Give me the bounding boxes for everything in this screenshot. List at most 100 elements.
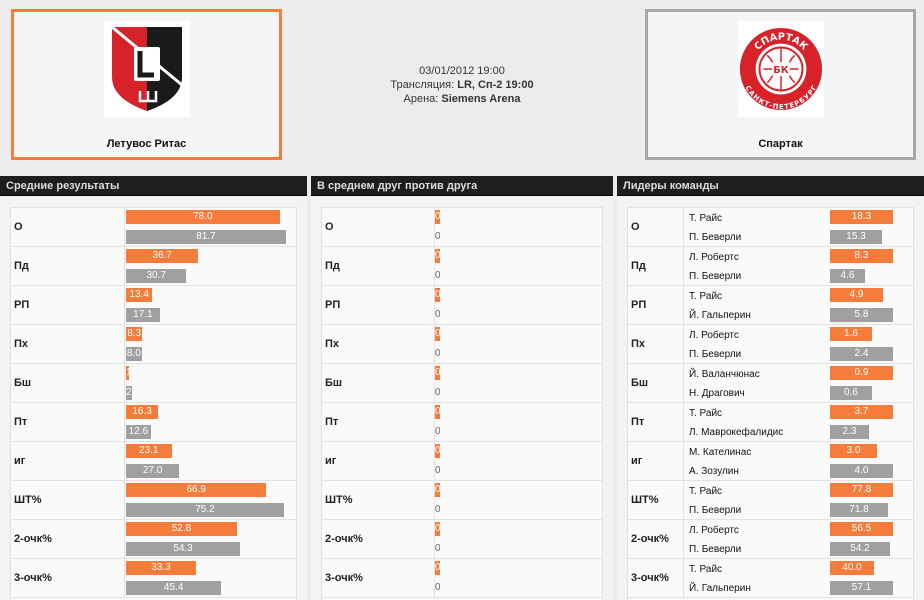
h2h-row: РП 0 0 (322, 286, 602, 325)
away-leader-bar: 5.8 (830, 308, 893, 322)
home-h2h-bar: 0 (435, 249, 440, 263)
away-stat-bar: 27.0 (126, 464, 180, 478)
leader-cells: Т. Райс Й. Гальперин 4.9 5.8 (683, 286, 913, 324)
leaders-panel-title: Лидеры команды (617, 176, 924, 196)
away-leader-bar: 54.2 (830, 542, 890, 556)
stat-label: 3-очк% (325, 572, 363, 584)
leader-cells: Й. Валанчюнас Н. Драгович 0.9 0.6 (683, 364, 913, 402)
leaders-panel: Лидеры команды О Т. Райс П. Беверли 18.3 15.… (617, 176, 924, 600)
away-h2h-bar: 0 (435, 387, 440, 398)
away-leader-name[interactable]: Й. Гальперин (689, 310, 751, 321)
home-stat-bar: 1.6 (126, 366, 130, 380)
home-stat-bar: 66.9 (126, 483, 267, 497)
home-leader-name[interactable]: Т. Райс (689, 408, 723, 419)
leader-cells: Т. Райс П. Беверли 18.3 15.3 (683, 208, 913, 246)
stat-label: ШТ% (14, 494, 42, 506)
away-leader-name[interactable]: Н. Драгович (689, 388, 745, 399)
away-leader-name[interactable]: Л. Маврокефалидис (689, 427, 784, 438)
home-h2h-bar: 0 (435, 405, 440, 419)
away-leader-name[interactable]: П. Беверли (689, 232, 742, 243)
home-leader-name[interactable]: Т. Райс (689, 291, 723, 302)
match-date: 03/01/2012 19:00 (419, 65, 505, 77)
leader-row: иг М. Кателинас А. Зозулин 3.0 4.0 (628, 442, 913, 481)
leader-cells: М. Кателинас А. Зозулин 3.0 4.0 (683, 442, 913, 480)
home-team-card[interactable]: Летувос Ритас (11, 9, 282, 160)
leader-cells: Т. Райс Л. Маврокефалидис 3.7 2.3 (683, 403, 913, 441)
h2h-row: Бш 0 0 (322, 364, 602, 403)
stat-bars: 36.7 30.7 (124, 247, 296, 285)
h2h-row: Пд 0 0 (322, 247, 602, 286)
broadcast-label: Трансляция: (390, 79, 455, 91)
home-leader-bar: 8.3 (830, 249, 893, 263)
away-stat-bar: 2.9 (126, 386, 132, 400)
stat-label: 3-очк% (14, 572, 52, 584)
away-leader-bar: 71.8 (830, 503, 888, 517)
away-leader-name[interactable]: А. Зозулин (689, 466, 739, 477)
stat-row: ШТ% 66.9 75.2 (11, 481, 296, 520)
h2h-panel: В среднем друг против друга О 0 0 Пд 0 0 РП 0 0 П… (311, 176, 613, 600)
stat-row: РП 13.4 17.1 (11, 286, 296, 325)
away-leader-name[interactable]: Й. Гальперин (689, 583, 751, 594)
away-stat-bar: 12.6 (126, 425, 151, 439)
home-leader-name[interactable]: Л. Робертс (689, 525, 739, 536)
home-stat-bar: 52.8 (126, 522, 237, 536)
stat-bars: 78.0 81.7 (124, 208, 296, 246)
leader-row: РП Т. Райс Й. Гальперин 4.9 5.8 (628, 286, 913, 325)
home-leader-name[interactable]: М. Кателинас (689, 447, 752, 458)
stat-row: О 78.0 81.7 (11, 208, 296, 247)
away-stat-bar: 30.7 (126, 269, 187, 283)
home-leader-name[interactable]: Т. Райс (689, 213, 723, 224)
stat-label: Пт (631, 416, 645, 428)
away-stat-bar: 8.0 (126, 347, 142, 361)
h2h-row: ШТ% 0 0 (322, 481, 602, 520)
away-stat-bar: 54.3 (126, 542, 241, 556)
stat-label: Пх (631, 338, 646, 350)
away-leader-bar: 2.4 (830, 347, 893, 361)
leader-row: О Т. Райс П. Беверли 18.3 15.3 (628, 208, 913, 247)
stat-label: Пд (631, 260, 646, 272)
away-leader-name[interactable]: П. Беверли (689, 271, 742, 282)
stat-label: Пд (325, 260, 340, 272)
home-team-name[interactable]: Летувос Ритас (106, 138, 187, 150)
home-h2h-bar: 0 (435, 327, 440, 341)
away-team-card[interactable]: СПАРТАК САНКТ-ПЕТЕРБУРГ БК Спартак (645, 9, 916, 160)
home-leader-name[interactable]: Л. Робертс (689, 330, 739, 341)
home-leader-name[interactable]: Л. Робертс (689, 252, 739, 263)
home-leader-name[interactable]: Й. Валанчюнас (689, 369, 760, 380)
arena-value: Siemens Arena (441, 93, 521, 105)
stat-label: О (14, 221, 23, 233)
stat-label: ШТ% (325, 494, 353, 506)
away-stat-bar: 17.1 (126, 308, 160, 322)
h2h-row: 2-очк% 0 0 (322, 520, 602, 559)
leader-cells: Т. Райс П. Беверли 77.8 71.8 (683, 481, 913, 519)
home-leader-bar: 4.9 (830, 288, 883, 302)
stat-row: Пд 36.7 30.7 (11, 247, 296, 286)
away-stat-bar: 81.7 (126, 230, 286, 244)
home-stat-bar: 23.1 (126, 444, 172, 458)
leader-row: Пх Л. Робертс П. Беверли 1.6 2.4 (628, 325, 913, 364)
home-h2h-bar: 0 (435, 210, 440, 224)
away-logo-center: БК (773, 65, 788, 76)
away-team-name[interactable]: Спартак (758, 138, 803, 150)
home-leader-bar: 56.5 (830, 522, 893, 536)
stat-label: РП (631, 299, 647, 311)
away-h2h-bar: 0 (435, 348, 440, 359)
stat-label: 3-очк% (631, 572, 669, 584)
away-leader-name[interactable]: П. Беверли (689, 544, 742, 555)
away-leader-name[interactable]: П. Беверли (689, 349, 742, 360)
leader-row: Бш Й. Валанчюнас Н. Драгович 0.9 0.6 (628, 364, 913, 403)
away-h2h-bar: 0 (435, 309, 440, 320)
h2h-row: 3-очк% 0 0 (322, 559, 602, 598)
stat-bars: 52.8 54.3 (124, 520, 296, 558)
away-leader-name[interactable]: П. Беверли (689, 505, 742, 516)
arena-label: Арена: (403, 93, 439, 105)
home-leader-name[interactable]: Т. Райс (689, 564, 723, 575)
home-leader-name[interactable]: Т. Райс (689, 486, 723, 497)
away-leader-bar: 2.3 (830, 425, 869, 439)
home-stat-bar: 16.3 (126, 405, 159, 419)
